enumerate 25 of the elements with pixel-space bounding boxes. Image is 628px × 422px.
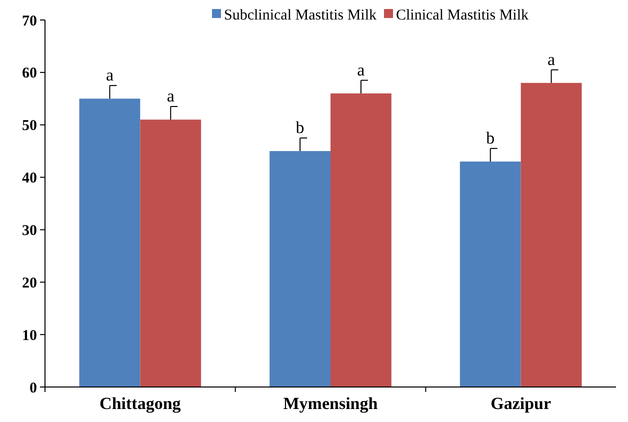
- annotation: b: [296, 118, 304, 137]
- x-tick-label: Gazipur: [490, 394, 552, 413]
- y-tick-label: 70: [22, 13, 37, 30]
- legend-label: Subclinical Mastitis Milk: [224, 7, 377, 24]
- bar: [79, 98, 140, 387]
- legend-label: Clinical Mastitis Milk: [396, 7, 529, 24]
- annotation: b: [486, 128, 495, 148]
- annotation: a: [548, 50, 556, 69]
- x-tick-label: Chittagong: [100, 394, 182, 413]
- bar: [330, 93, 392, 387]
- bar: [520, 82, 582, 387]
- y-tick-label: 50: [22, 118, 37, 134]
- bar: [270, 151, 330, 387]
- y-tick-label: 0: [30, 380, 37, 396]
- y-tick-label: 30: [22, 222, 37, 239]
- bar: [140, 120, 202, 387]
- x-tick-label: Mymensingh: [283, 394, 378, 413]
- annotation: a: [357, 60, 366, 80]
- annotation: a: [106, 66, 114, 85]
- y-tick-label: 10: [22, 328, 37, 344]
- annotation: a: [166, 86, 175, 106]
- y-tick-label: 60: [22, 66, 37, 82]
- y-tick-label: 40: [22, 170, 37, 187]
- y-tick-label: 20: [22, 275, 37, 292]
- bar: [460, 162, 521, 387]
